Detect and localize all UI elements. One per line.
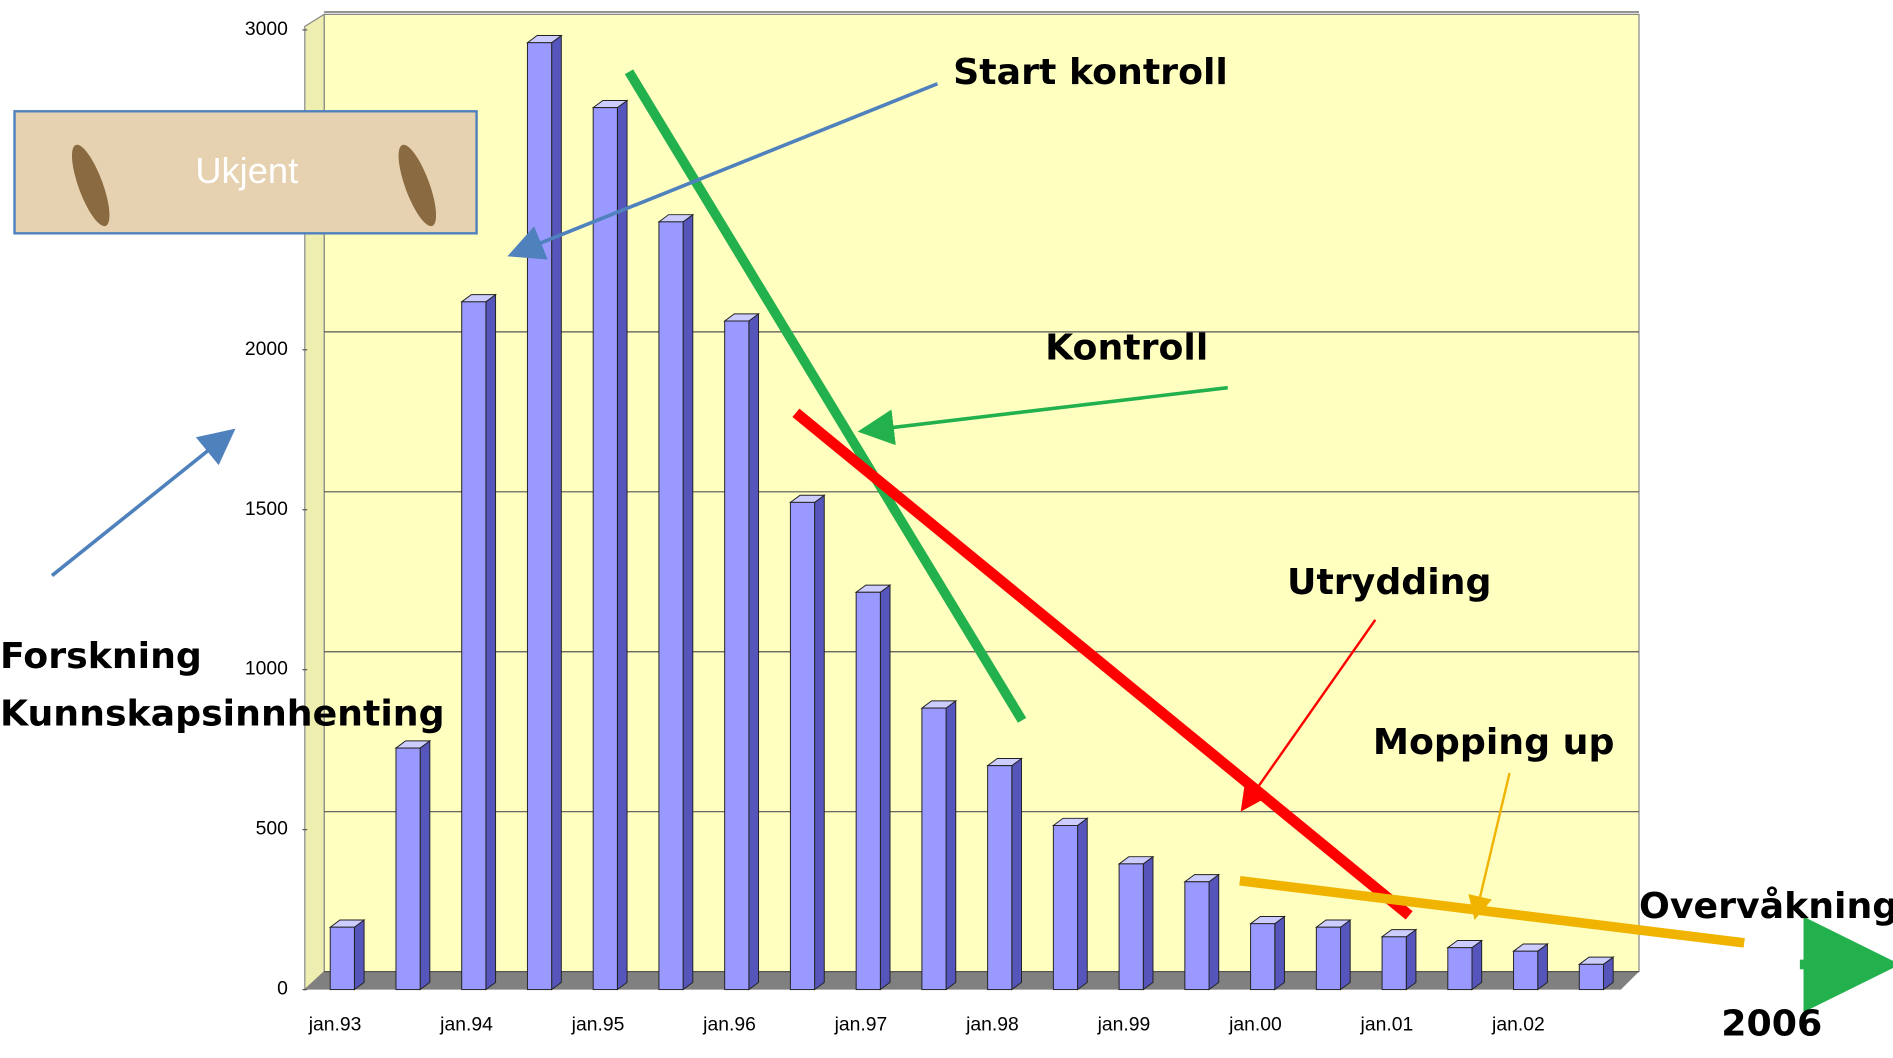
annotation: Start kontroll [953,51,1228,93]
x-tick-label: jan.97 [834,1015,888,1036]
floor [304,971,1639,990]
arrow [1468,772,1511,921]
x-tick-label: jan.98 [965,1015,1019,1036]
trend-line [792,408,1413,920]
arrow [50,428,236,577]
bar-side [551,34,562,991]
bar [1184,881,1210,991]
arrow [857,385,1228,446]
x-tick-label: jan.95 [571,1015,625,1036]
bar-side [353,919,365,991]
plot-wall [323,13,1640,973]
arrow [1240,619,1377,812]
image-label: Ukjent [195,150,298,191]
bar [1381,936,1407,991]
bar-side [945,699,957,991]
bar [526,42,553,991]
annotation: Utrydding [1287,561,1491,603]
fossil [71,144,110,227]
annotation: Forskning [0,635,202,677]
bar-side [748,312,760,991]
annotation: Mopping up [1373,721,1615,763]
x-tick-label: jan.00 [1228,1015,1282,1036]
annotation: Kunnskapsinnhenting [0,693,445,735]
arrow [507,82,939,260]
y-tick-label: 3000 [245,19,288,40]
bar [1118,863,1144,991]
bar [789,501,816,991]
bar-side [419,739,431,991]
x-tick-label: jan.96 [702,1015,756,1036]
annotation: Overvåkning [1639,885,1893,927]
bar [987,765,1013,991]
bar-side [1011,757,1022,991]
bar-side [814,494,825,991]
y-tick-label: 2000 [245,339,288,360]
x-tick-label: jan.93 [308,1015,362,1036]
x-tick-label: jan.99 [1097,1015,1151,1036]
bar-side [1537,943,1548,991]
bar [1513,950,1539,991]
bar [724,320,750,991]
bar-side [1208,873,1220,991]
x-tick-label: jan.94 [439,1015,493,1036]
bar-side [1405,928,1417,991]
bar [1447,947,1473,991]
y-tick-label: 0 [277,979,288,1000]
y-tick-label: 500 [256,819,288,840]
fossil [398,144,437,227]
bar-side [1077,817,1088,991]
y-tick-label: 1500 [245,499,288,520]
bar [658,221,684,991]
x-tick-label: jan.01 [1360,1015,1414,1036]
x-tick-label: jan.02 [1491,1015,1545,1036]
bar [329,926,355,991]
bar [1052,824,1079,991]
bar-side [485,293,497,991]
bar [855,591,881,991]
bar [1250,923,1276,991]
bar-side [1471,939,1483,991]
bar [461,301,487,991]
bar [1315,926,1342,991]
annotation: Kontroll [1045,327,1208,369]
bar-side [1340,919,1351,991]
trend-line [1239,875,1745,948]
bar-side [879,584,891,991]
bar [921,707,947,991]
bar [1578,963,1604,991]
bar [592,107,618,991]
bar-side [1142,855,1154,991]
y-tick-label: 1000 [245,659,288,680]
bar [395,747,421,991]
bar-side [682,213,694,991]
bar-side [1274,915,1285,991]
annotation: 2006 [1721,1003,1822,1045]
bar-side [616,99,628,991]
